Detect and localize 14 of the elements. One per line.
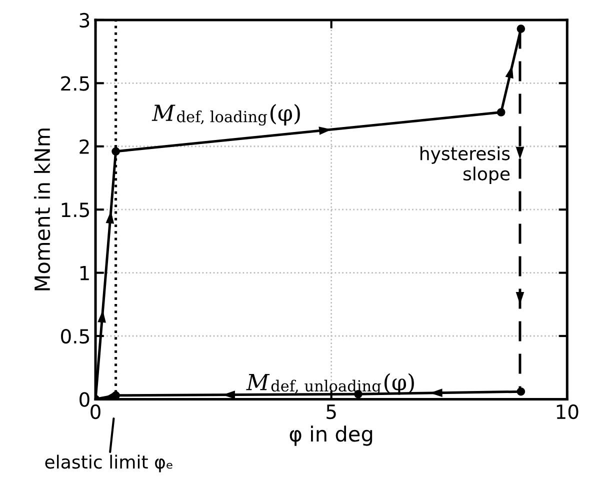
- x-axis-title: φ in deg: [290, 426, 372, 446]
- y-tick-label: 1: [80, 266, 89, 280]
- y-tick-label: 1.5: [62, 202, 89, 218]
- y-tick-label: 0.5: [61, 328, 89, 344]
- annotation: hysteresis slope: [420, 146, 510, 184]
- y-tick-label: 2.5: [61, 76, 89, 91]
- x-tick-label: 0: [90, 404, 100, 420]
- x-tick-label: 5: [326, 404, 336, 420]
- y-tick-label: 3: [80, 12, 90, 28]
- x-tick-label: 10: [556, 404, 578, 420]
- ref-line-label: elastic limit φₑ: [45, 454, 172, 472]
- y-axis-title: Moment in kNm: [34, 128, 50, 290]
- y-tick-label: 2: [80, 139, 89, 154]
- y-tick-label: 0: [80, 392, 90, 407]
